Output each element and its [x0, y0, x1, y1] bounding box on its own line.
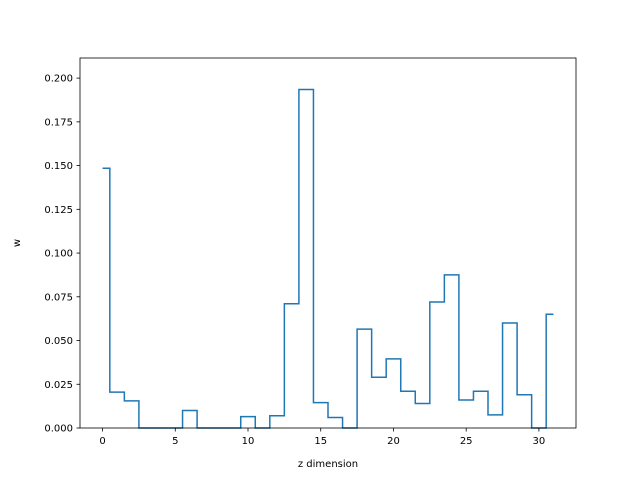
x-tick-label: 10: [242, 436, 255, 447]
y-tick-label: 0.100: [44, 249, 73, 260]
y-tick-label: 0.175: [44, 117, 73, 128]
x-tick-label: 25: [460, 436, 473, 447]
y-tick-label: 0.125: [44, 205, 73, 216]
y-axis-ticks: 0.000 0.025 0.050 0.075 0.100 0.125 0.150 0.175…: [44, 74, 80, 435]
y-tick-label: 0.075: [44, 292, 73, 303]
y-tick-label: 0.025: [44, 380, 73, 391]
y-tick-label: 0.150: [44, 161, 73, 172]
plot-area: [102, 88, 554, 429]
x-axis-ticks: 0 5 10 15 20 25 30: [99, 428, 545, 447]
x-axis-label: z dimension: [298, 459, 358, 470]
y-axis-label: w: [12, 239, 23, 247]
y-tick-label: 0.000: [44, 424, 73, 435]
x-tick-label: 30: [533, 436, 546, 447]
axes-frame: [79, 57, 577, 429]
x-tick-label: 15: [314, 436, 327, 447]
x-tick-label: 5: [172, 436, 178, 447]
y-tick-label: 0.050: [44, 336, 73, 347]
series-line-0: [102, 88, 554, 429]
x-tick-label: 20: [387, 436, 400, 447]
x-tick-label: 0: [99, 436, 105, 447]
y-tick-label: 0.200: [44, 74, 73, 85]
